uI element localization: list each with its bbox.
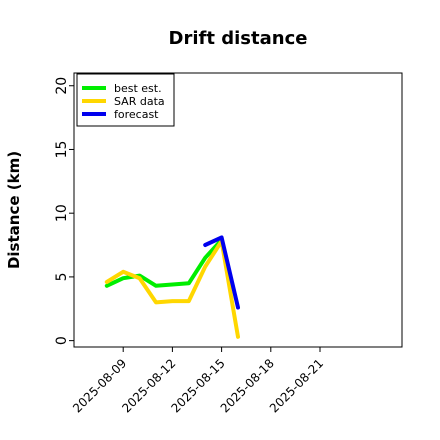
legend: best est. SAR data forecast	[76, 73, 175, 127]
series-lines	[104, 235, 240, 339]
legend-label-forecast: forecast	[114, 108, 159, 121]
y-tick-label: 0	[54, 336, 70, 345]
y-axis-label: Distance (km)	[5, 151, 23, 269]
y-tick-label: 15	[54, 141, 70, 159]
y-tick-label: 5	[54, 272, 70, 281]
y-tick-label: 10	[54, 204, 70, 222]
series-line-sar-data	[104, 239, 240, 339]
y-ticks: 0 5 10 15 20	[54, 77, 74, 345]
y-tick-label: 20	[54, 77, 70, 95]
series-line-forecast	[203, 235, 240, 310]
chart-title: Drift distance	[169, 28, 308, 49]
series-line-best-est-	[104, 237, 224, 288]
legend-label-best-est: best est.	[114, 82, 162, 95]
x-ticks: 2025-08-092025-08-122025-08-152025-08-18…	[70, 347, 326, 415]
plot-frame	[73, 72, 403, 348]
legend-label-sar-data: SAR data	[114, 95, 165, 108]
